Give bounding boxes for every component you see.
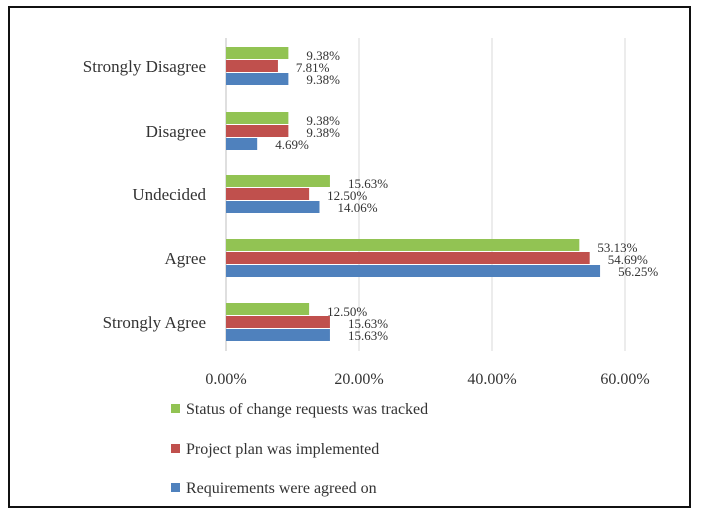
x-tick-label: 20.00% bbox=[334, 371, 383, 388]
data-label: 12.50% bbox=[327, 304, 367, 319]
category-label: Strongly Disagree bbox=[83, 57, 206, 76]
legend-swatch bbox=[171, 404, 180, 413]
bar bbox=[226, 125, 289, 137]
x-tick-label: 40.00% bbox=[467, 371, 516, 388]
bar bbox=[226, 138, 258, 150]
bar bbox=[226, 175, 330, 187]
legend-label: Project plan was implemented bbox=[186, 441, 379, 458]
data-label: 56.25% bbox=[618, 264, 658, 279]
data-label: 53.13% bbox=[597, 240, 637, 255]
legend-swatch bbox=[171, 444, 180, 453]
data-label: 15.63% bbox=[348, 316, 388, 331]
bar bbox=[226, 329, 330, 341]
bar bbox=[226, 47, 289, 59]
category-label: Disagree bbox=[146, 122, 206, 141]
legend-swatch bbox=[171, 483, 180, 492]
data-label: 12.50% bbox=[327, 188, 367, 203]
data-label: 9.38% bbox=[306, 113, 340, 128]
data-label: 9.38% bbox=[306, 72, 340, 87]
legend-label: Status of change requests was tracked bbox=[186, 401, 428, 418]
data-label: 14.06% bbox=[337, 200, 377, 215]
data-label: 54.69% bbox=[608, 252, 648, 267]
data-label: 7.81% bbox=[296, 60, 330, 75]
bar bbox=[226, 265, 601, 277]
data-label: 15.63% bbox=[348, 176, 388, 191]
bar bbox=[226, 239, 580, 251]
x-tick-label: 60.00% bbox=[600, 371, 649, 388]
data-label: 15.63% bbox=[348, 328, 388, 343]
category-label: Agree bbox=[164, 249, 206, 268]
data-label: 9.38% bbox=[306, 48, 340, 63]
data-label: 9.38% bbox=[306, 125, 340, 140]
x-tick-label: 0.00% bbox=[205, 371, 246, 388]
bar bbox=[226, 316, 330, 328]
bar bbox=[226, 201, 320, 213]
legend-label: Requirements were agreed on bbox=[186, 480, 377, 497]
data-label: 4.69% bbox=[275, 137, 309, 152]
bar bbox=[226, 303, 310, 315]
category-label: Strongly Agree bbox=[103, 313, 206, 332]
bar bbox=[226, 252, 590, 264]
bar bbox=[226, 73, 289, 85]
bar bbox=[226, 60, 278, 72]
bar bbox=[226, 112, 289, 124]
bar bbox=[226, 188, 310, 200]
category-label: Undecided bbox=[132, 185, 206, 204]
